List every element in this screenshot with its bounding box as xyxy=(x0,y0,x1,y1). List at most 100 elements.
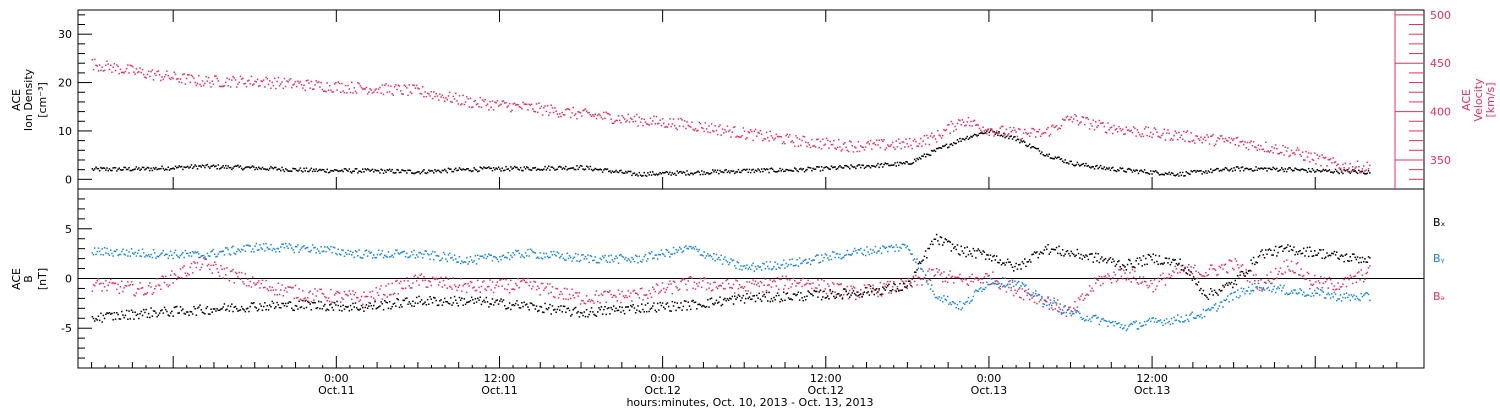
density-series-point xyxy=(874,166,877,168)
by-series-point xyxy=(959,300,961,303)
bz-series-point xyxy=(1077,297,1080,299)
velocity-series-point xyxy=(502,100,505,102)
velocity-series-point xyxy=(1222,137,1224,140)
by-series-point xyxy=(396,249,398,252)
velocity-series-point xyxy=(276,80,278,83)
density-series-point xyxy=(983,132,986,135)
by-series-point xyxy=(831,251,834,253)
density-series-point xyxy=(869,167,872,169)
bz-series-point xyxy=(124,284,127,287)
density-series-point xyxy=(238,166,240,168)
by-series-point xyxy=(676,251,678,253)
b-tick-label: -5 xyxy=(61,322,72,335)
by-series-point xyxy=(119,253,122,256)
bx-series-point xyxy=(114,318,117,320)
by-series-point xyxy=(1167,321,1169,324)
velocity-series-point xyxy=(1015,131,1017,133)
bz-series-point xyxy=(327,297,330,299)
by-series-point xyxy=(309,251,311,253)
velocity-series-point xyxy=(816,138,818,141)
density-series-point xyxy=(548,165,550,167)
bx-series-point xyxy=(305,306,308,309)
bx-series-point xyxy=(535,305,538,307)
bz-series-point xyxy=(1053,297,1055,300)
velocity-series-point xyxy=(1249,141,1251,144)
by-series-point xyxy=(146,255,149,257)
by-series-point xyxy=(579,259,582,262)
velocity-series-point xyxy=(231,79,233,81)
by-series-point xyxy=(1006,283,1009,285)
density-series-point xyxy=(622,172,625,174)
bz-series-point xyxy=(1017,288,1020,290)
by-series-point xyxy=(612,260,615,263)
bz-series-point xyxy=(1153,279,1156,281)
density-series-point xyxy=(1107,168,1109,170)
velocity-series-point xyxy=(193,77,195,80)
bz-series-point xyxy=(232,268,234,271)
velocity-series-point xyxy=(406,87,408,89)
by-series-point xyxy=(1216,310,1218,312)
bz-series-point xyxy=(1025,289,1027,292)
bz-series-point xyxy=(654,290,656,293)
density-series-point xyxy=(447,167,450,170)
bz-series-point xyxy=(537,285,539,287)
bz-series-point xyxy=(266,288,269,290)
velocity-series-point xyxy=(916,145,918,147)
velocity-series-point xyxy=(601,118,604,120)
by-series-point xyxy=(1113,324,1115,327)
bz-series-point xyxy=(1031,297,1033,299)
bz-series-point xyxy=(381,298,384,300)
velocity-tick-label: 500 xyxy=(1430,9,1451,22)
by-series-point xyxy=(845,254,847,256)
by-series-point xyxy=(455,258,457,260)
by-series-point xyxy=(1043,303,1046,306)
density-series-point xyxy=(1174,175,1176,177)
density-series-point xyxy=(1338,172,1340,175)
bz-series-point xyxy=(1167,277,1169,279)
density-series-point xyxy=(1243,169,1245,172)
density-series-point xyxy=(928,154,931,156)
bz-series-point xyxy=(765,289,768,292)
bz-series-point xyxy=(1020,297,1022,299)
by-series-point xyxy=(103,247,106,249)
density-series-point xyxy=(725,169,727,171)
density-series-point xyxy=(1329,171,1332,173)
bx-series-point xyxy=(436,304,439,307)
bx-series-point xyxy=(795,294,797,297)
bz-series-point xyxy=(1278,270,1280,273)
velocity-series-point xyxy=(757,131,759,134)
density-series-point xyxy=(1325,169,1327,171)
density-series-point xyxy=(188,167,190,169)
bz-series-point xyxy=(1221,264,1223,266)
density-series-point xyxy=(1031,146,1033,148)
bx-series-point xyxy=(91,316,94,318)
bx-series-point xyxy=(121,310,123,313)
bz-series-point xyxy=(1141,281,1143,283)
bz-series-point xyxy=(283,289,286,292)
density-series-point xyxy=(1240,166,1243,169)
bz-series-point xyxy=(523,279,525,282)
velocity-series-point xyxy=(585,110,588,112)
velocity-series-point xyxy=(862,146,864,149)
density-series-point xyxy=(387,169,390,172)
density-series-point xyxy=(457,169,459,171)
bx-series-point xyxy=(413,305,415,307)
bx-series-point xyxy=(391,305,393,308)
by-series-point xyxy=(406,252,408,255)
bz-series-point xyxy=(625,294,627,297)
bz-series-point xyxy=(513,288,516,291)
density-series-point xyxy=(185,166,188,168)
density-series-point xyxy=(240,167,243,170)
by-series-point xyxy=(1092,315,1094,317)
by-series-point xyxy=(196,251,199,253)
by-series-point xyxy=(1108,320,1110,323)
by-series-point xyxy=(222,250,224,252)
by-series-point xyxy=(1009,283,1011,285)
velocity-series-point xyxy=(1266,150,1268,153)
density-series-point xyxy=(1153,171,1156,173)
bz-series-point xyxy=(1085,294,1087,297)
density-series-point xyxy=(1228,170,1230,172)
by-series-point xyxy=(978,288,981,290)
bx-series-point xyxy=(479,296,481,298)
density-series-point xyxy=(479,166,481,168)
